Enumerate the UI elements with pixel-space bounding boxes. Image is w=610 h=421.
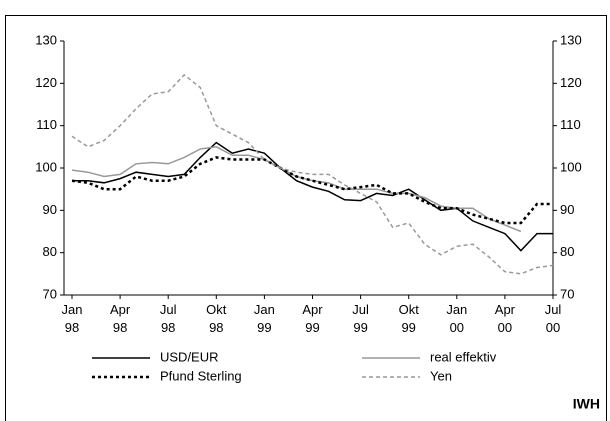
x-tick-label: Jul 00: [545, 302, 562, 335]
x-tick-label: Apr 99: [302, 302, 323, 335]
y2-tick-label: 70: [560, 286, 574, 301]
legend-label: Yen: [430, 368, 452, 383]
x-tick-label: Okt 99: [399, 302, 420, 335]
x-tick-label: Apr 98: [110, 302, 131, 335]
y-tick-label: 100: [35, 159, 57, 174]
y-tick-label: 120: [35, 75, 57, 90]
x-tick-label: Okt 98: [206, 302, 227, 335]
series-line: [72, 141, 553, 252]
y-tick-label: 70: [43, 286, 57, 301]
x-tick-label: Jan 00: [446, 302, 467, 335]
y2-tick-label: 110: [560, 117, 581, 132]
x-tick-label: Jul 99: [352, 302, 369, 335]
x-tick-label: Jul 98: [160, 302, 177, 335]
y2-tick-label: 100: [560, 159, 582, 174]
legend-label: Pfund Sterling: [160, 368, 242, 383]
x-tick-label: Jan 98: [62, 302, 83, 335]
y-tick-label: 130: [35, 32, 57, 47]
y2-tick-label: 120: [560, 75, 582, 90]
y2-tick-label: 90: [560, 202, 574, 217]
legend-label: USD/EUR: [160, 349, 219, 364]
y-tick-label: 90: [43, 202, 57, 217]
source-label: IWH: [573, 396, 600, 412]
legend-label: real effektiv: [430, 349, 497, 364]
x-tick-label: Jan 99: [254, 302, 275, 335]
x-tick-label: Apr 00: [495, 302, 516, 335]
frame: [5, 15, 607, 421]
y-tick-label: 110: [36, 117, 57, 132]
y2-tick-label: 130: [560, 32, 582, 47]
series-line: [71, 156, 553, 225]
y-tick-label: 80: [43, 244, 57, 259]
y2-tick-label: 80: [560, 244, 574, 259]
series-line: [71, 146, 522, 233]
series-line: [71, 73, 554, 275]
